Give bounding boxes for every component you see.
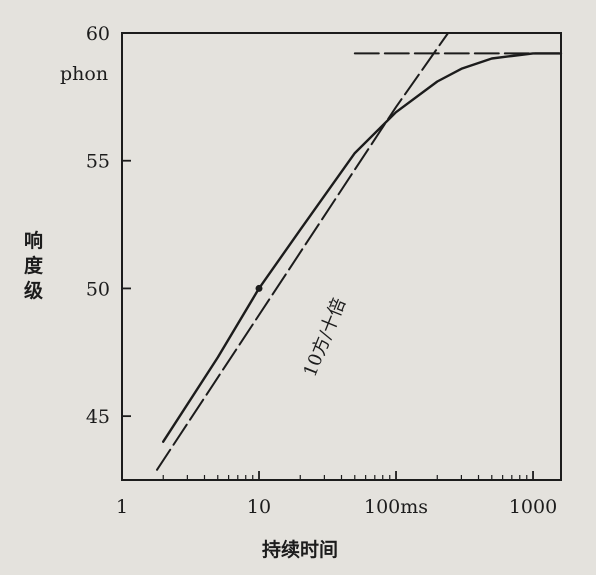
y-unit-label: phon [60,63,108,85]
x-tick-label: 1000 [509,496,557,518]
dashed-asymptote-line [156,32,450,471]
slope-annotation: 10方/十倍 [300,295,351,380]
y-tick-label: 60 [86,23,110,45]
y-tick-label: 50 [86,278,110,300]
y-axis-title: 响度级 [21,229,43,305]
axis-ticks: 1 10 100ms 1000 45 50 55 60 [86,23,557,518]
y-tick-label: 55 [86,151,110,173]
x-axis-title: 持续时间 [262,538,338,561]
x-tick-label: 100ms [364,496,428,518]
series-group [156,32,563,471]
x-tick-label: 1 [116,496,128,518]
x-tick-label: 10 [247,496,271,518]
measured-loudness-line [162,52,563,443]
plot-frame [121,32,562,481]
y-tick-label: 45 [86,406,110,428]
data-point-marker [255,284,263,292]
